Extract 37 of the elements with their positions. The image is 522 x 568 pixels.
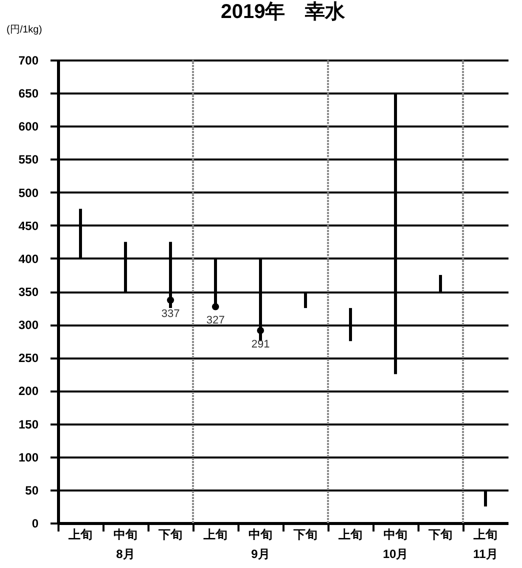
x-tick-label: 下旬 (428, 528, 452, 542)
x-tick-label: 下旬 (158, 528, 182, 542)
y-tick-label: 700 (18, 54, 39, 68)
y-tick-label: 350 (18, 285, 39, 299)
text: 9月 (251, 547, 270, 561)
y-tick-label: 600 (18, 120, 39, 134)
y-tick-label: 400 (18, 252, 39, 266)
x-tick-label: 上旬 (472, 528, 498, 542)
y-tick-label: 250 (18, 351, 39, 366)
y-tick-label: 200 (18, 384, 39, 398)
x-tick-label: 上旬 (202, 528, 228, 542)
y-tick-label: 650 (18, 86, 39, 101)
x-tick-label: 中旬 (248, 528, 272, 542)
text: 8月 (116, 547, 135, 561)
y-tick-label: 550 (18, 152, 39, 167)
x-tick-label: 上旬 (338, 528, 362, 542)
y-tick-label: 50 (25, 483, 39, 498)
y-tick-label: 500 (18, 186, 39, 200)
point (256, 326, 264, 334)
x-tick-label: 下旬 (292, 528, 318, 542)
x-tick-label: 上旬 (68, 528, 92, 542)
point (212, 303, 220, 310)
y-tick-label: 300 (18, 318, 39, 332)
chart-title: 2019年 幸水 (220, 1, 346, 23)
y-tick-label: 100 (18, 450, 39, 464)
x-tick-label: 中旬 (114, 528, 138, 542)
y-tick-label: 0 (32, 516, 39, 530)
point (166, 296, 174, 304)
text: 10月 (382, 547, 408, 561)
data-label: 327 (206, 314, 225, 327)
y-tick-label: 150 (18, 417, 39, 432)
y-axis-title: (円/1kg) (6, 24, 42, 36)
data-label: 291 (251, 338, 270, 351)
y-tick-label: 450 (18, 218, 39, 233)
data-label: 337 (161, 308, 180, 320)
x-tick-label: 中旬 (384, 528, 408, 542)
text: 11月 (473, 547, 498, 561)
